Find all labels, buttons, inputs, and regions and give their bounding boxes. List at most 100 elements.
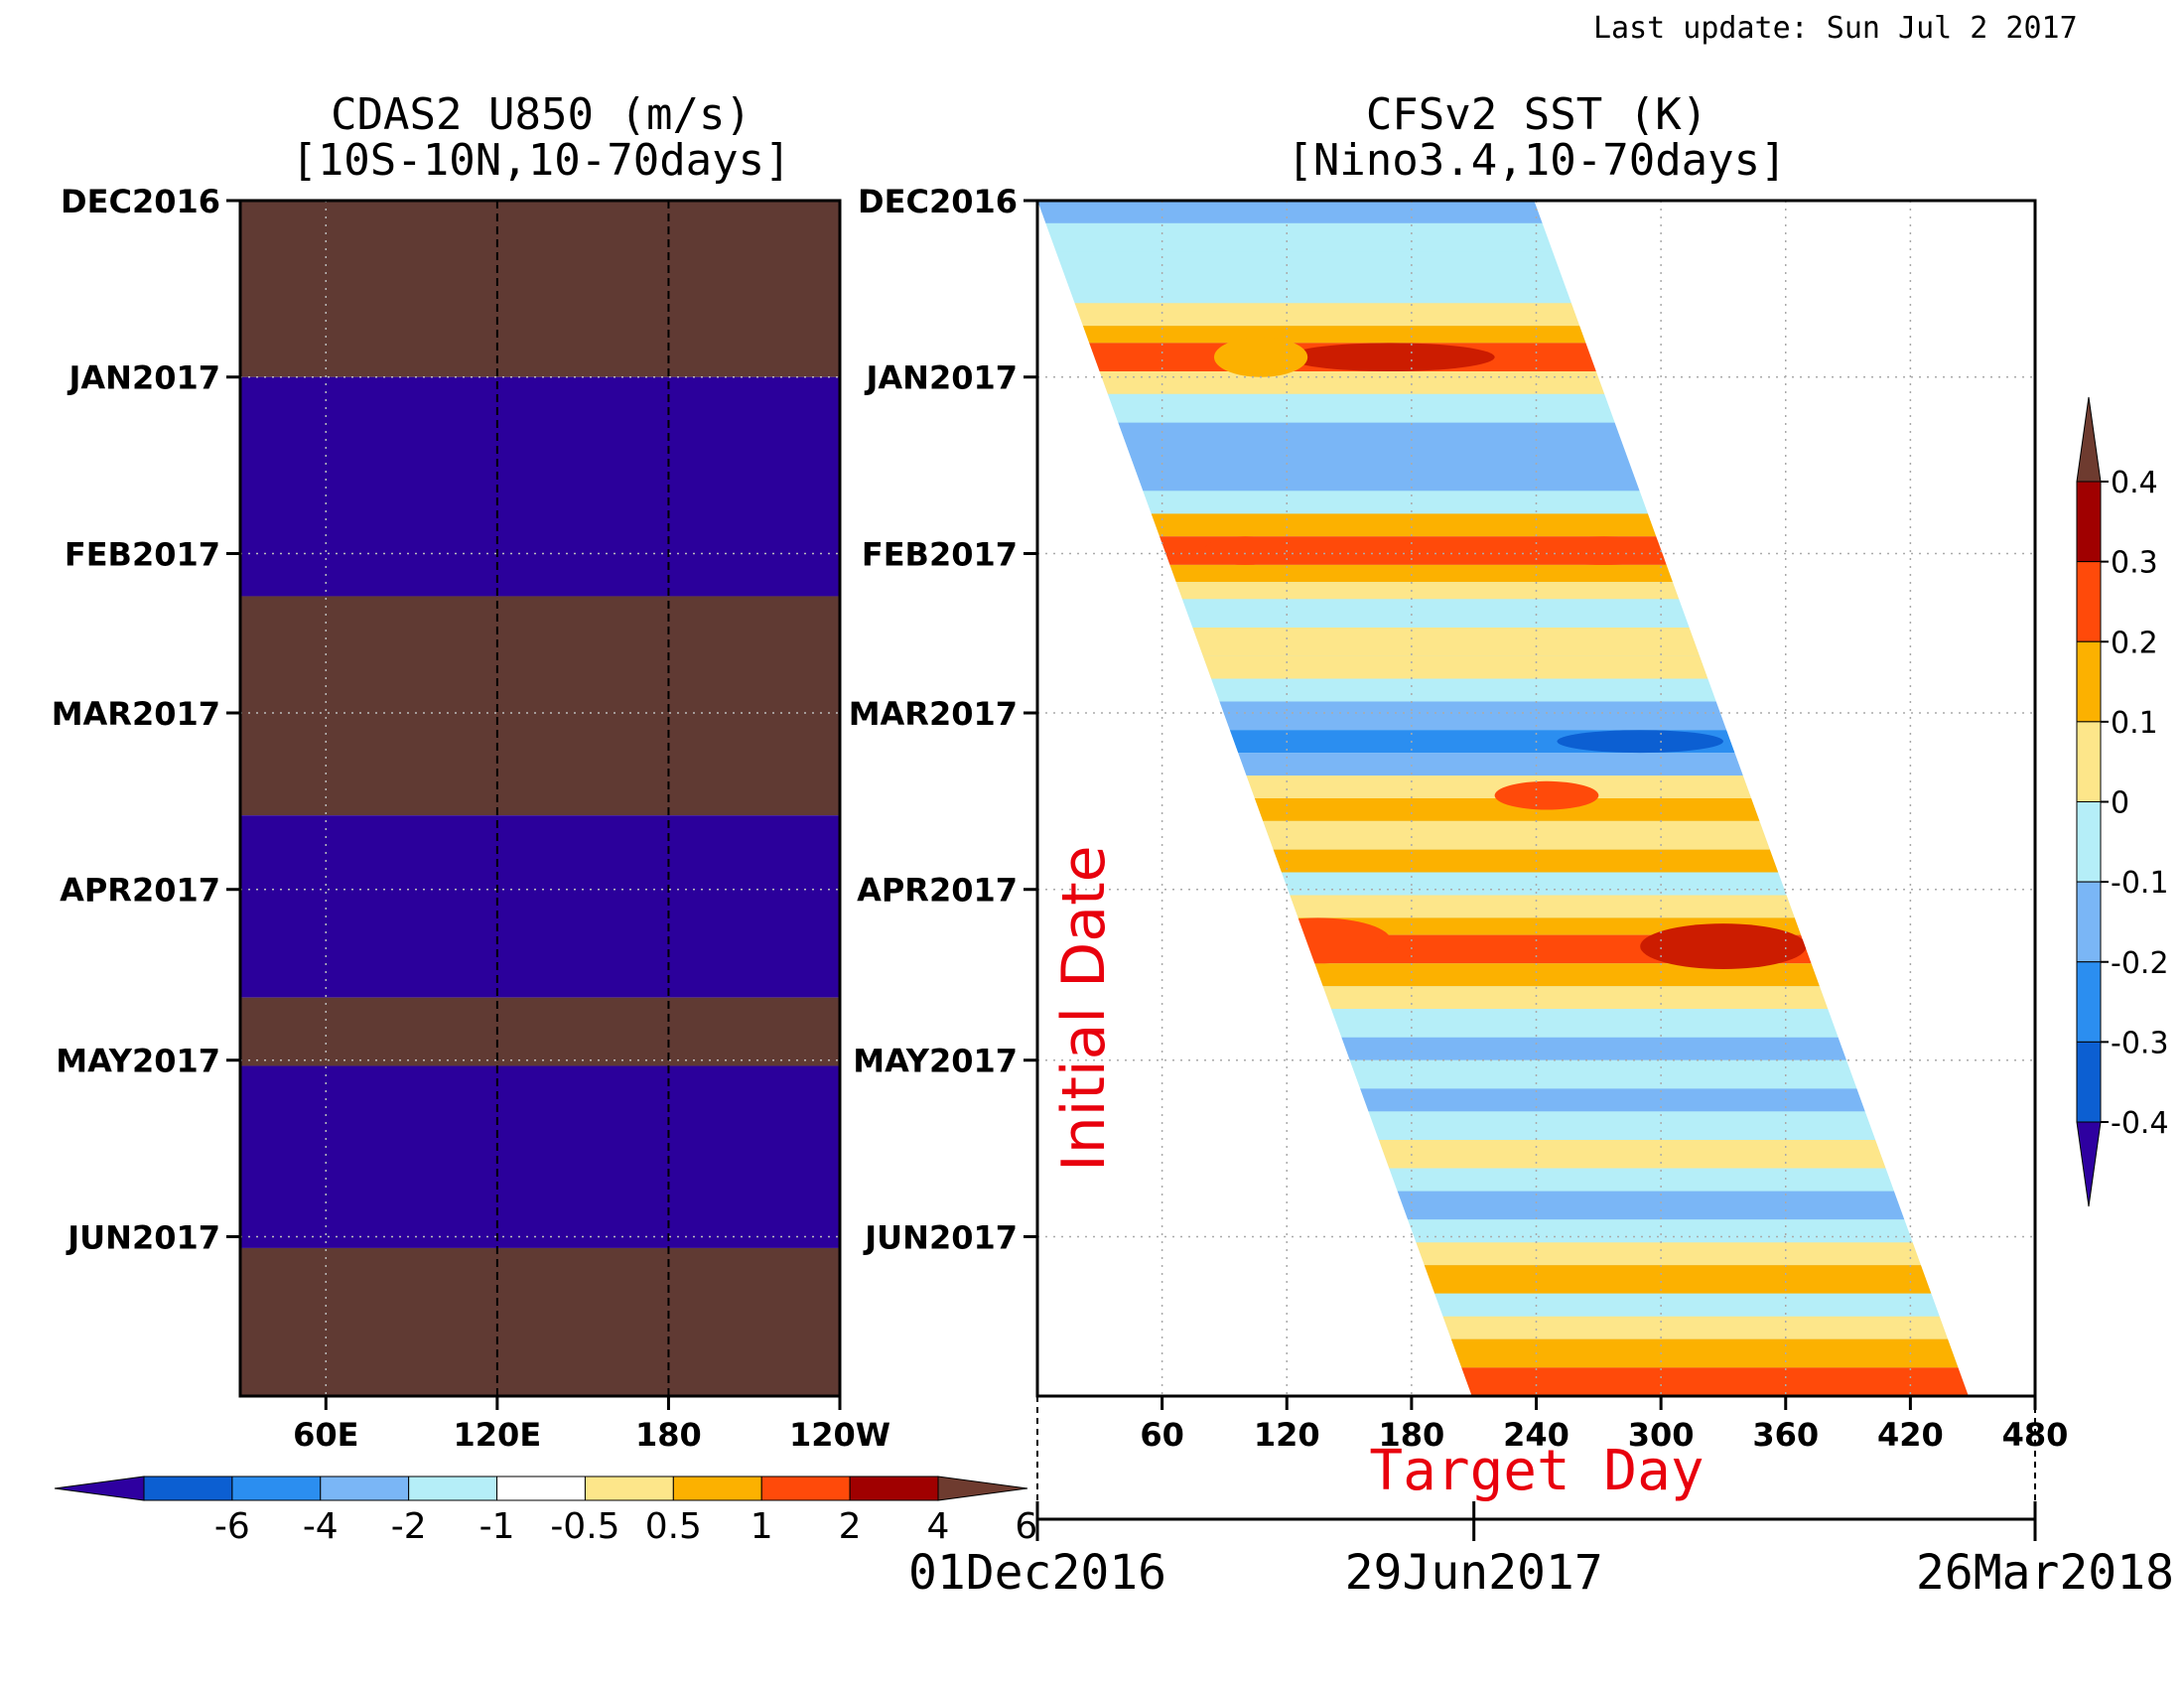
u850-y-tick-label: FEB2017: [65, 535, 220, 573]
sst-colorbar-label: -0.1: [2111, 866, 2169, 901]
sst-x-tick-label: 120: [1254, 1416, 1320, 1454]
sst-colorbar-label: 0.4: [2111, 466, 2158, 500]
u850-colorbar-arrow-right: [937, 1476, 1028, 1501]
sst-x-tick-label: 360: [1752, 1416, 1819, 1454]
sst-band-2: [1055, 251, 1571, 304]
u850-band-1: [240, 376, 840, 597]
u850-plot-frame: [238, 199, 842, 1398]
sst-anomaly-6: [1640, 923, 1807, 969]
u850-colorbar-label: -0.5: [550, 1506, 619, 1547]
sst-gridlines: [1037, 201, 2035, 1396]
sst-band-13: [1169, 564, 1674, 583]
sst-band-39: [1397, 1191, 1905, 1220]
sst-colorbar-label: 0.2: [2111, 626, 2158, 660]
sst-band-3: [1074, 303, 1580, 327]
sst-x-tick-label: 240: [1503, 1416, 1570, 1454]
sst-band-27: [1290, 895, 1795, 918]
sst-colorbar-swatch-7: [2076, 961, 2102, 1043]
sst-band-37: [1378, 1140, 1886, 1169]
u850-x-tick-label: 120W: [789, 1416, 890, 1454]
sst-colorbar-arrow-top: [2076, 396, 2102, 483]
sst-band-30: [1314, 963, 1820, 987]
sst-band-34: [1349, 1059, 1857, 1089]
sst-colorbar: 0.4 0.3 0.2 0.1 0 -0.1 -0.2 -0.3 -0.4: [2076, 396, 2169, 1207]
u850-colorbar-swatch-8: [760, 1476, 851, 1501]
u850-y-tick-label: DEC2016: [61, 183, 220, 220]
sst-y-tick-label: MAR2017: [849, 695, 1018, 733]
sst-band-36: [1368, 1111, 1876, 1140]
sst-band-4: [1082, 326, 1586, 344]
sst-band-24: [1263, 820, 1770, 850]
u850-colorbar-label: 1: [751, 1506, 773, 1547]
u850-colorbar-label: -2: [391, 1506, 427, 1547]
sst-band-40: [1407, 1219, 1913, 1243]
u850-y-tick-label: MAR2017: [52, 695, 220, 733]
sst-time-axis-label: 26Mar2018: [1916, 1545, 2174, 1601]
sst-time-axis-label: 01Dec2016: [908, 1545, 1166, 1601]
sst-y-tick-label: JAN2017: [864, 359, 1018, 397]
sst-x-tick-label: 300: [1628, 1416, 1695, 1454]
sst-band-44: [1442, 1316, 1949, 1339]
sst-anomaly-7: [1494, 780, 1599, 810]
u850-bands: [240, 201, 840, 1396]
u850-x-tick-label: 60E: [293, 1416, 358, 1454]
sst-band-16: [1192, 628, 1701, 656]
sst-band-35: [1360, 1088, 1865, 1112]
sst-subtitle: [Nino3.4,10-70days]: [1287, 135, 1786, 186]
sst-y-tick-label: JUN2017: [863, 1218, 1018, 1256]
u850-subtitle: [10S-10N,10-70days]: [291, 135, 790, 186]
sst-band-43: [1434, 1293, 1940, 1317]
sst-y-tick-label: MAY2017: [853, 1043, 1018, 1080]
sst-y-axis: DEC2016 JAN2017 FEB2017 MAR2017 APR2017 MAY20…: [849, 183, 1037, 1256]
sst-band-9: [1130, 457, 1640, 492]
sst-band-25: [1273, 849, 1779, 873]
sst-mask-right: [1534, 201, 2035, 1396]
sst-band-10: [1143, 491, 1649, 514]
sst-anomaly-2: [1203, 536, 1288, 565]
sst-band-45: [1450, 1338, 1959, 1368]
sst-colorbar-swatch-8: [2076, 1041, 2102, 1123]
u850-colorbar-label: 4: [927, 1506, 950, 1547]
sst-band-11: [1151, 513, 1657, 537]
sst-band-1: [1045, 222, 1554, 252]
sst-band-6: [1099, 371, 1605, 394]
u850-colorbar-label: 6: [1015, 1506, 1037, 1547]
sst-anomaly-3: [1526, 536, 1683, 565]
u850-y-axis: DEC2016 JAN2017 FEB2017 MAR2017 APR2017 MAY20…: [52, 183, 240, 1256]
u850-gridlines: [240, 201, 840, 1396]
u850-colorbar-swatch-2: [231, 1476, 322, 1501]
sst-band-22: [1246, 775, 1752, 798]
u850-colorbar-label: -4: [303, 1506, 339, 1547]
u850-y-tick-label: APR2017: [60, 872, 220, 910]
u850-band-0: [240, 201, 840, 377]
u850-colorbar-swatch-4: [408, 1476, 498, 1501]
sst-band-46: [1461, 1367, 1969, 1396]
sst-field: [1037, 201, 2035, 1396]
u850-band-5: [240, 1065, 840, 1248]
sst-colorbar-swatch-4: [2076, 721, 2102, 802]
sst-band-31: [1322, 986, 1829, 1010]
u850-colorbar-label: -6: [214, 1506, 250, 1547]
sst-x-axis-label: Target Day: [1369, 1439, 1704, 1503]
sst-time-axis-label: 29Jun2017: [1345, 1545, 1603, 1601]
u850-band-4: [240, 997, 840, 1066]
u850-colorbar-swatch-3: [320, 1476, 410, 1501]
sst-band-8: [1118, 422, 1628, 457]
sst-colorbar-arrow-bottom: [2076, 1121, 2102, 1207]
last-update-text: Last update: Sun Jul 2 2017: [1593, 11, 2078, 46]
u850-colorbar-swatch-6: [584, 1476, 674, 1501]
u850-title: CDAS2 U850 (m/s): [331, 89, 751, 140]
sst-x-tick-label: 420: [1877, 1416, 1944, 1454]
u850-band-2: [240, 596, 840, 816]
sst-colorbar-swatch-1: [2076, 481, 2102, 563]
u850-x-tick-label: 180: [635, 1416, 702, 1454]
sst-y-tick-label: DEC2016: [858, 183, 1018, 220]
sst-band-23: [1254, 798, 1760, 821]
sst-band-26: [1281, 872, 1787, 896]
sst-colorbar-swatch-2: [2076, 561, 2102, 642]
sst-band-21: [1238, 753, 1743, 776]
sst-colorbar-swatch-6: [2076, 881, 2102, 963]
u850-colorbar-swatch-5: [496, 1476, 586, 1501]
sst-title: CFSv2 SST (K): [1366, 89, 1707, 140]
